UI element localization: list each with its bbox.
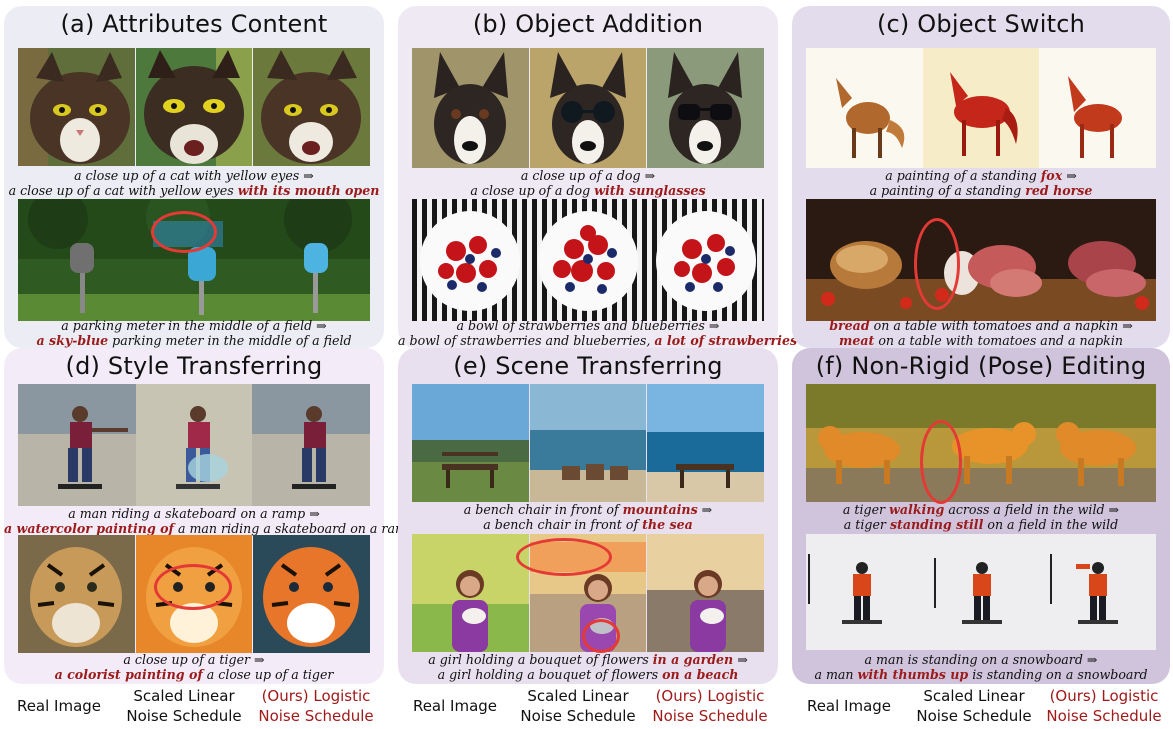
caption-bread: bread on a table with tomatoes and a nap… (792, 318, 1170, 348)
label-real-image: Real Image (412, 697, 498, 715)
panel-non-rigid-editing: (f) Non-Rigid (Pose) Editing a tiger wal… (792, 348, 1170, 684)
caption-target: a man with thumbs up is standing on a sn… (814, 667, 1148, 682)
highlight-ring (920, 420, 962, 504)
panel-title: (b) Object Addition (472, 10, 704, 38)
image-cat-scaled-linear (136, 48, 252, 166)
highlight-ring (154, 564, 232, 610)
caption-snowboard: a man is standing on a snowboard ⇒ a man… (792, 652, 1170, 682)
caption-target: a tiger standing still on a field in the… (843, 517, 1119, 532)
image-dog-strip (412, 48, 764, 168)
label-logistic: (Ours) Logistic Noise Schedule (652, 687, 768, 725)
caption-source: a close up of a tiger ⇒ (123, 652, 265, 667)
caption-source: a man is standing on a snowboard ⇒ (864, 652, 1098, 667)
caption-source: a close up of a cat with yellow eyes ⇒ (74, 168, 314, 183)
panel-scene-transferring: (e) Scene Transferring a bench chair in … (398, 348, 778, 684)
caption-target: a girl holding a bouquet of flowers on a… (437, 667, 739, 682)
caption-target: a sky-blue parking meter in the middle o… (36, 333, 352, 348)
caption-source: a man riding a skateboard on a ramp ⇒ (68, 506, 320, 521)
caption-parking-meter: a parking meter in the middle of a field… (4, 318, 384, 348)
panel-title: (c) Object Switch (876, 10, 1086, 38)
caption-source: a tiger walking across a field in the wi… (842, 502, 1120, 517)
caption-source: bread on a table with tomatoes and a nap… (829, 318, 1133, 333)
label-scaled-linear: Scaled Linear Noise Schedule (126, 687, 242, 725)
caption-source: a painting of a standing fox ⇒ (885, 168, 1077, 183)
caption-source: a girl holding a bouquet of flowers in a… (428, 652, 748, 667)
label-real-image: Real Image (806, 697, 892, 715)
image-strawberry-strip (412, 199, 764, 321)
caption-source: a bench chair in front of mountains ⇒ (463, 502, 713, 517)
caption-target: a painting of a standing red horse (869, 183, 1093, 198)
image-cat-real (18, 48, 135, 166)
panel-title: (d) Style Transferring (65, 352, 323, 380)
panel-style-transferring: (d) Style Transferring (4, 348, 415, 684)
panel-title: (e) Scene Transferring (453, 352, 723, 380)
caption-source: a parking meter in the middle of a field… (61, 318, 327, 333)
caption-bench: a bench chair in front of mountains ⇒ a … (398, 502, 778, 532)
image-tiger-pose-strip (806, 384, 1156, 502)
highlight-ring (582, 619, 620, 653)
caption-tiger-pose: a tiger walking across a field in the wi… (792, 502, 1170, 532)
image-fox-horse-strip (806, 48, 1156, 168)
caption-tiger-style: a close up of a tiger ⇒ a colorist paint… (4, 652, 384, 682)
image-bench-strip (412, 384, 764, 502)
label-logistic: (Ours) Logistic Noise Schedule (258, 687, 374, 725)
image-skateboard-strip (18, 384, 370, 506)
image-snowboard-strip (806, 534, 1156, 650)
caption-source: a bowl of strawberries and blueberries ⇒ (456, 318, 720, 333)
caption-target: a bowl of strawberries and blueberries, … (398, 333, 798, 348)
label-scaled-linear: Scaled Linear Noise Schedule (520, 687, 636, 725)
caption-target: a close up of a cat with yellow eyes wit… (8, 183, 380, 198)
panel-attributes-content: (a) Attributes Content (4, 6, 384, 348)
caption-source: a close up of a dog ⇒ (520, 168, 656, 183)
caption-girl: a girl holding a bouquet of flowers in a… (398, 652, 778, 682)
label-real-image: Real Image (16, 697, 102, 715)
label-logistic: (Ours) Logistic Noise Schedule (1046, 687, 1162, 725)
panel-title: (f) Non-Rigid (Pose) Editing (815, 352, 1147, 380)
caption-cat: a close up of a cat with yellow eyes ⇒ a… (4, 168, 384, 198)
caption-target: a colorist painting of a close up of a t… (54, 667, 334, 682)
caption-target: a close up of a dog with sunglasses (470, 183, 706, 198)
highlight-ring (516, 538, 612, 576)
caption-fox: a painting of a standing fox ⇒ a paintin… (792, 168, 1170, 198)
caption-target: meat on a table with tomatoes and a napk… (839, 333, 1123, 348)
caption-skateboard: a man riding a skateboard on a ramp ⇒ a … (4, 506, 415, 536)
image-bread-meat-strip (806, 199, 1156, 321)
caption-target: a bench chair in front of the sea (483, 517, 693, 532)
image-cat-logistic (253, 48, 370, 166)
highlight-ring (151, 211, 217, 253)
panel-object-addition: (b) Object Addition (398, 6, 798, 348)
caption-dog: a close up of a dog ⇒ a close up of a do… (398, 168, 778, 198)
panel-object-switch: (c) Object Switch a painting of a standi… (792, 6, 1170, 348)
label-scaled-linear: Scaled Linear Noise Schedule (916, 687, 1032, 725)
caption-target: a watercolor painting of a man riding a … (4, 521, 415, 536)
panel-title: (a) Attributes Content (60, 10, 328, 38)
highlight-ring (914, 218, 960, 310)
caption-strawberries: a bowl of strawberries and blueberries ⇒… (398, 318, 798, 348)
